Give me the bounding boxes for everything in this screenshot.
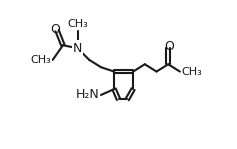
Text: O: O [164, 40, 174, 53]
Text: CH₃: CH₃ [31, 55, 51, 65]
Text: CH₃: CH₃ [67, 19, 88, 29]
Text: CH₃: CH₃ [181, 67, 202, 77]
Text: H₂N: H₂N [76, 89, 100, 101]
Text: O: O [51, 23, 61, 36]
Text: N: N [73, 42, 82, 55]
